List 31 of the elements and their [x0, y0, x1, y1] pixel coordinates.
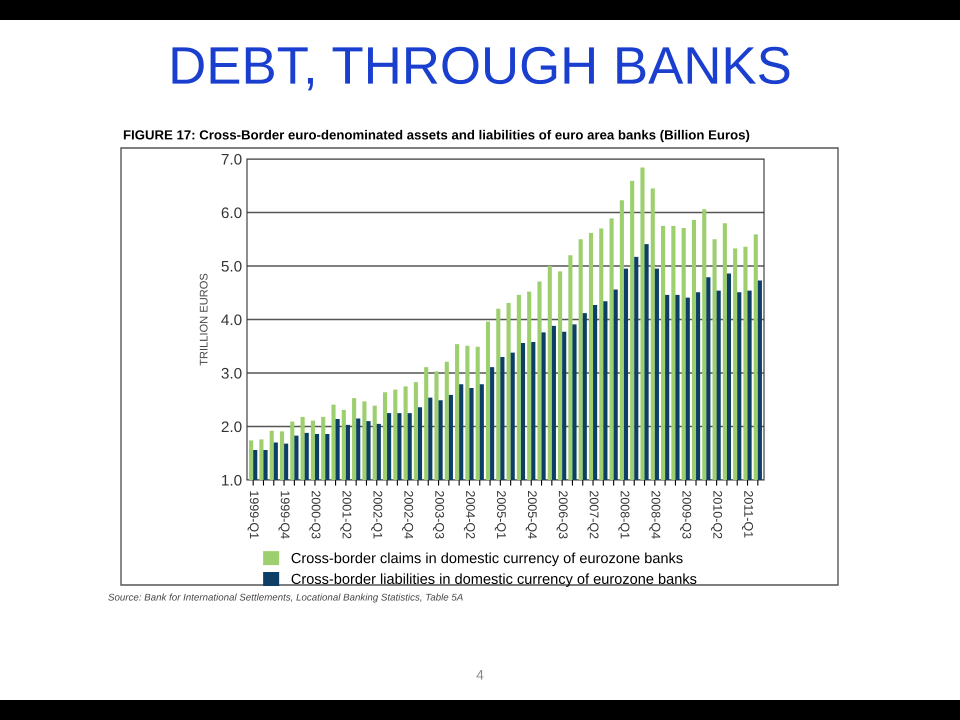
chart-title: DEBT, THROUGH BANKS: [172, 46, 790, 90]
legend-label: Cross-border claims in domestic currency of eurozone banks: [292, 552, 683, 566]
y-tick-label: 7.0: [222, 154, 242, 165]
x-tick-label: 2006-Q3: [556, 491, 568, 539]
y-tick-label: 5.0: [222, 260, 242, 272]
x-tick-label: 2010-Q2: [711, 491, 722, 538]
x-tick-label: 2008-Q1: [618, 491, 630, 538]
x-tick-label: 2002-Q1: [371, 491, 382, 538]
x-tick-label: 2000-Q3: [309, 491, 320, 539]
x-tick-label: 2007-Q2: [587, 491, 599, 538]
y-tick-label: 2.0: [222, 421, 242, 432]
x-tick-label: 1999-Q4: [278, 491, 290, 539]
x-tick-label: 2009-Q3: [680, 491, 692, 539]
y-tick-label: 6.0: [222, 207, 242, 218]
x-tick-label: 2005-Q4: [526, 491, 537, 539]
y-tick-label: 3.0: [221, 368, 242, 379]
x-tick-label: 2005-Q1: [494, 491, 506, 538]
y-tick-label: 4.0: [221, 314, 242, 326]
x-tick-label: 2001-Q2: [340, 491, 352, 538]
x-tick-label: 2011-Q1: [742, 491, 754, 538]
source-note: Source: Bank for International Settlements, Locational Banking Statistics, Table 5A: [108, 593, 463, 603]
y-axis-title: TRILLION EUROS: [200, 274, 208, 366]
y-tick-label: 1.0: [222, 474, 242, 486]
chart-subtitle: FIGURE 17: Cross-Border euro-denominated assets and liabilities of euro area banks (Billion Euros): [124, 130, 750, 142]
x-tick-label: 2002-Q4: [402, 491, 414, 539]
x-tick-label: 2004-Q2: [464, 491, 475, 538]
x-tick-label: 2003-Q3: [432, 491, 444, 539]
x-tick-label: 1999-Q1: [248, 491, 259, 538]
legend-label: Cross-border liabilities in domestic currency of eurozone banks: [292, 573, 696, 587]
x-tick-label: 2008-Q4: [649, 491, 660, 539]
text: 4: [476, 670, 484, 680]
